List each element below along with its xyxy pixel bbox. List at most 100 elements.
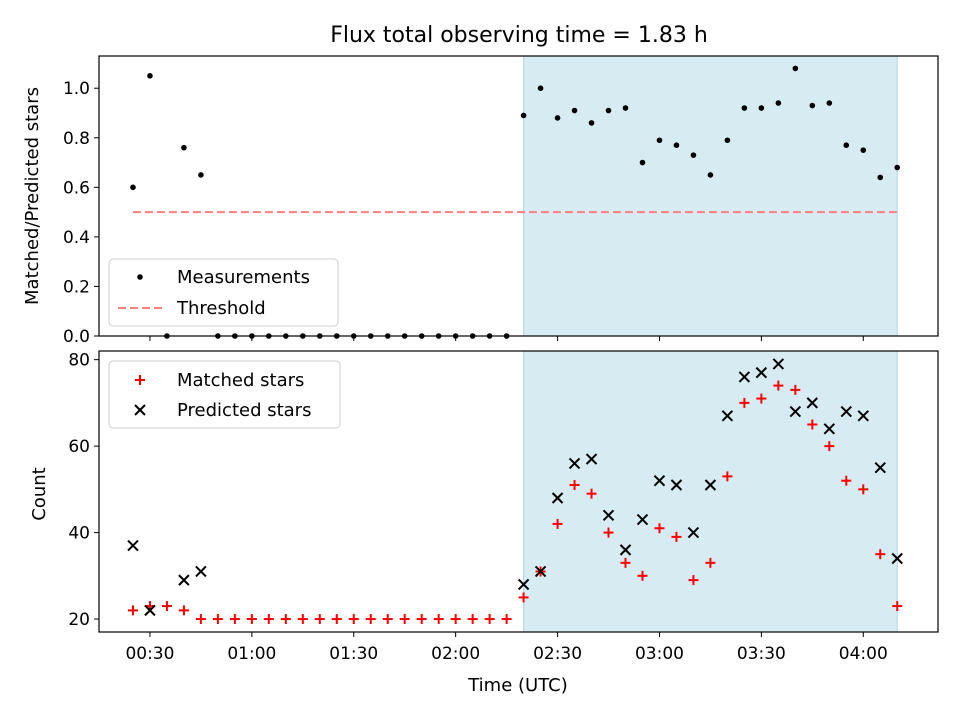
measurement-point bbox=[741, 105, 748, 111]
matched-star-point bbox=[433, 614, 444, 625]
matched-star-point bbox=[195, 614, 206, 625]
bottom-y-tick-label: 20 bbox=[68, 610, 90, 630]
x-tick-label: 00:30 bbox=[125, 644, 174, 664]
matched-star-point bbox=[892, 601, 903, 612]
predicted-star-point bbox=[144, 604, 156, 617]
predicted-star-point bbox=[127, 539, 139, 552]
predicted-star-point bbox=[517, 578, 530, 591]
matched-star-point bbox=[331, 614, 342, 625]
measurement-point bbox=[147, 73, 153, 79]
measurement-point bbox=[690, 152, 697, 158]
matched-star-point bbox=[229, 614, 240, 625]
matched-star-point bbox=[586, 488, 597, 499]
measurement-point bbox=[554, 115, 561, 121]
x-tick-label: 04:00 bbox=[839, 644, 888, 664]
matched-star-point bbox=[654, 523, 665, 534]
predicted-star-point bbox=[789, 405, 802, 418]
chart-title: Flux total observing time = 1.83 h bbox=[330, 23, 708, 48]
matched-star-point bbox=[756, 393, 767, 404]
matched-star-point bbox=[773, 380, 784, 391]
matched-star-point bbox=[297, 614, 308, 625]
measurement-point bbox=[181, 144, 187, 151]
matched-star-point bbox=[263, 614, 274, 625]
matched-star-point bbox=[875, 549, 886, 560]
measurement-point bbox=[571, 107, 578, 114]
matched-star-point bbox=[603, 527, 614, 538]
bottom-legend-box bbox=[108, 360, 341, 429]
measurement-point bbox=[588, 120, 595, 126]
measurement-point bbox=[758, 105, 765, 111]
predicted-star-point bbox=[653, 474, 666, 487]
matched-star-point bbox=[348, 614, 359, 625]
predicted-star-point bbox=[823, 423, 836, 435]
measurement-point bbox=[809, 102, 816, 109]
predicted-star-point bbox=[585, 453, 598, 465]
x-tick-label: 02:00 bbox=[431, 644, 480, 664]
matched-star-point bbox=[365, 614, 376, 625]
predicted-star-point bbox=[670, 479, 683, 491]
legend-threshold-label: Threshold bbox=[176, 298, 266, 319]
measurement-point bbox=[639, 159, 646, 166]
matched-star-point bbox=[518, 592, 529, 603]
matched-star-point bbox=[280, 614, 291, 625]
predicted-star-point bbox=[534, 565, 547, 578]
top-panel: 0.0 0.2 0.4 0.6 0.8 1.0 Matched/Predicted sta… bbox=[22, 55, 939, 347]
bottom-y-tick-label: 40 bbox=[68, 524, 90, 544]
predicted-star-point bbox=[738, 371, 751, 383]
matched-star-point bbox=[382, 614, 393, 625]
predicted-star-point bbox=[551, 492, 564, 504]
measurement-point bbox=[843, 142, 850, 149]
matched-star-point bbox=[416, 614, 427, 625]
matched-star-point bbox=[739, 397, 750, 408]
predicted-star-point bbox=[721, 410, 734, 422]
matched-star-point bbox=[161, 601, 172, 612]
measurement-point bbox=[792, 65, 799, 72]
legend-matched-label: Matched stars bbox=[177, 370, 304, 391]
predicted-star-point bbox=[772, 358, 785, 370]
x-tick-label: 03:00 bbox=[635, 644, 684, 664]
matched-star-point bbox=[807, 419, 818, 430]
predicted-star-point bbox=[704, 479, 717, 491]
top-y-tick-label: 0.6 bbox=[63, 178, 90, 198]
bottom-legend: Matched stars Predicted stars bbox=[108, 360, 341, 429]
measurement-point bbox=[537, 85, 544, 92]
top-y-tick-label: 0.2 bbox=[63, 277, 90, 297]
predicted-star-point bbox=[874, 462, 886, 474]
legend-measurements-label: Measurements bbox=[177, 267, 310, 288]
legend-predicted-label: Predicted stars bbox=[177, 400, 311, 421]
predicted-star-point bbox=[619, 544, 632, 556]
matched-star-point bbox=[484, 614, 495, 625]
top-y-tick-label: 1.0 bbox=[63, 79, 90, 99]
legend-matched-marker bbox=[135, 375, 145, 385]
predicted-star-point bbox=[857, 410, 869, 422]
matched-star-point bbox=[314, 614, 325, 625]
measurement-point bbox=[894, 164, 901, 171]
predicted-star-point bbox=[568, 457, 581, 470]
measurement-point bbox=[656, 137, 663, 144]
measurement-point bbox=[775, 100, 782, 106]
predicted-star-point bbox=[636, 513, 649, 526]
measurement-point bbox=[860, 147, 867, 153]
matched-star-point bbox=[824, 441, 835, 452]
top-y-tick-label: 0.0 bbox=[63, 327, 90, 347]
top-legend-box bbox=[108, 258, 339, 327]
measurement-point bbox=[622, 105, 629, 111]
bottom-y-axis-label: Count bbox=[29, 467, 50, 520]
matched-star-point bbox=[790, 384, 801, 395]
measurement-point bbox=[673, 142, 680, 149]
predicted-star-point bbox=[755, 366, 768, 379]
bottom-panel: 20 40 60 80 00:30 01:00 01:30 02:00 02:30 03:00 0… bbox=[29, 350, 939, 696]
matched-star-point bbox=[552, 518, 563, 529]
matched-star-point bbox=[705, 557, 716, 568]
predicted-star-point bbox=[602, 509, 615, 521]
top-y-tick-label: 0.4 bbox=[63, 228, 90, 248]
measurement-point bbox=[605, 107, 612, 114]
matched-star-point bbox=[688, 575, 699, 586]
matched-star-point bbox=[569, 480, 580, 491]
matched-star-point bbox=[671, 531, 682, 542]
matched-star-point bbox=[178, 605, 189, 616]
top-y-axis-label: Matched/Predicted stars bbox=[22, 87, 43, 305]
measurement-point bbox=[826, 100, 833, 106]
matched-star-point bbox=[450, 614, 461, 625]
